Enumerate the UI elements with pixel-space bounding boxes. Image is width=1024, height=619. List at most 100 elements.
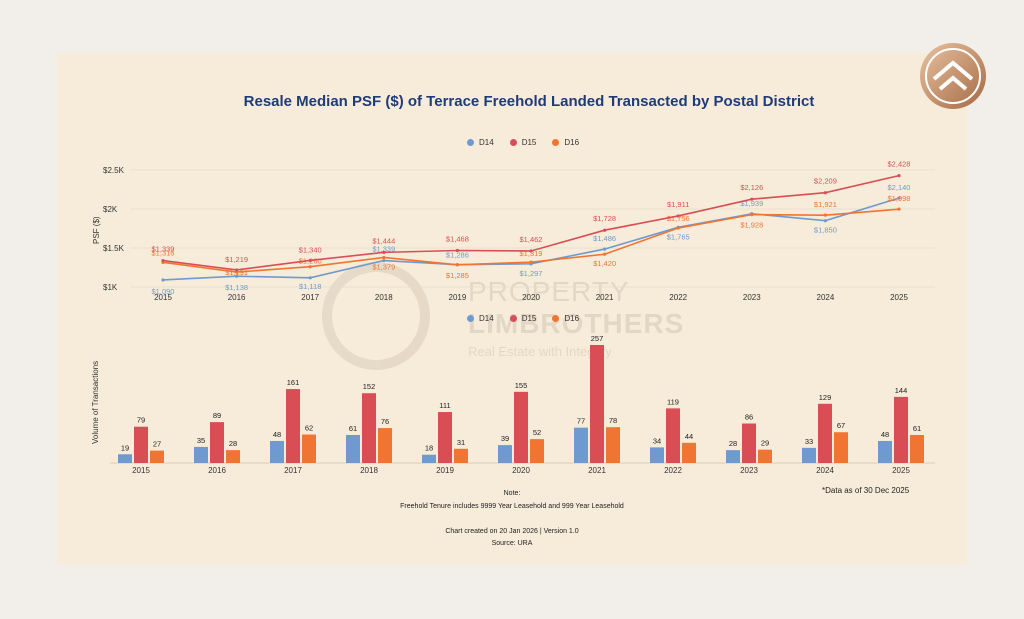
bar-d15 — [742, 423, 756, 463]
bar-data-label: 76 — [381, 417, 389, 426]
line-point — [823, 191, 828, 195]
line-x-tick-label: 2020 — [522, 293, 540, 302]
line-x-tick-label: 2021 — [596, 293, 614, 302]
bar-d15 — [134, 426, 148, 463]
bar-d16 — [682, 442, 696, 463]
bar-data-label: 28 — [729, 439, 737, 448]
legend-label: D15 — [521, 314, 537, 323]
line-x-tick-label: 2017 — [301, 293, 319, 302]
line-x-tick-label: 2015 — [154, 293, 172, 302]
legend-label: D15 — [521, 138, 537, 147]
legend-item-d14: D14 — [467, 138, 494, 147]
line-point — [823, 219, 828, 223]
bar-data-label: 61 — [913, 424, 921, 433]
line-data-label: $1,911 — [667, 200, 689, 209]
legend-item-d16: D16 — [552, 314, 579, 323]
line-point — [750, 213, 754, 217]
line-point — [897, 174, 901, 178]
line-data-label: $1,468 — [446, 234, 469, 243]
watermark: PROPERTY LIMBROTHERS Real Estate with In… — [322, 262, 722, 372]
bar-d14 — [422, 454, 436, 463]
bar-d16 — [758, 449, 772, 463]
bar-d15 — [514, 391, 528, 463]
line-x-tick-label: 2018 — [375, 293, 393, 302]
bar-d14 — [802, 447, 816, 463]
bar-data-label: 89 — [213, 411, 221, 420]
legend-swatch — [467, 139, 474, 146]
line-data-label: $1,379 — [372, 262, 395, 271]
line-data-label: $1,118 — [299, 282, 321, 291]
legend-swatch — [509, 315, 517, 322]
bar-d14 — [118, 454, 132, 463]
bar-d14 — [878, 440, 892, 463]
bar-data-label: 144 — [895, 386, 908, 395]
brand-logo-icon — [920, 43, 986, 109]
line-x-tick-label: 2024 — [817, 293, 835, 302]
legend-swatch — [552, 315, 560, 322]
legend-item-d16: D16 — [552, 138, 579, 147]
line-data-label: $2,428 — [888, 160, 911, 169]
bar-data-label: 44 — [685, 432, 693, 441]
line-x-tick-label: 2025 — [890, 293, 908, 302]
bar-data-label: 155 — [515, 381, 528, 390]
line-point — [161, 278, 165, 282]
chart-title: Resale Median PSF ($) of Terrace Freehol… — [243, 93, 815, 110]
bar-data-label: 48 — [881, 430, 889, 439]
bar-d15 — [818, 403, 832, 463]
bar-x-tick-label: 2021 — [588, 466, 606, 475]
source-note: Source: URA — [491, 540, 533, 547]
line-point — [308, 258, 312, 263]
line-point — [676, 226, 680, 230]
bar-data-label: 33 — [805, 437, 813, 446]
bar-data-label: 77 — [577, 417, 585, 426]
bar-d16 — [150, 450, 164, 463]
legend-label: D14 — [479, 314, 494, 323]
bar-d14 — [726, 450, 740, 463]
line-point — [529, 249, 533, 253]
line-y-tick-label: $1K — [103, 283, 118, 292]
bar-x-tick-label: 2015 — [132, 466, 150, 475]
line-point — [823, 213, 828, 217]
bar-data-label: 52 — [533, 428, 541, 437]
bar-d16 — [606, 427, 620, 463]
line-point — [308, 276, 312, 280]
line-point — [603, 228, 607, 232]
legend-label: D16 — [564, 138, 580, 147]
bar-d15 — [362, 393, 376, 463]
line-point — [382, 250, 386, 254]
bar-data-label: 62 — [305, 424, 313, 433]
line-data-label: $1,297 — [520, 269, 543, 278]
bar-d16 — [226, 450, 240, 463]
bar-d15 — [286, 389, 300, 463]
line-point — [897, 207, 901, 211]
bar-data-label: 78 — [609, 416, 617, 425]
line-data-label: $1,486 — [593, 234, 616, 243]
bar-d16 — [378, 428, 392, 463]
bar-data-label: 35 — [197, 436, 205, 445]
line-x-tick-label: 2022 — [669, 293, 687, 302]
line-data-label: $1,090 — [152, 287, 175, 296]
line-y-axis-label: PSF ($) — [92, 216, 101, 244]
line-x-tick-label: 2023 — [743, 293, 761, 302]
created-note: Chart created on 20 Jan 2026 | Version 1… — [445, 528, 579, 535]
bar-data-label: 19 — [121, 443, 129, 452]
line-data-label: $1,319 — [520, 249, 543, 258]
line-data-label: $2,140 — [888, 183, 911, 192]
bar-data-label: 257 — [591, 334, 604, 343]
bar-x-tick-label: 2025 — [892, 466, 910, 475]
line-data-label: $1,921 — [814, 200, 837, 209]
bar-x-tick-label: 2022 — [664, 466, 682, 475]
line-data-label: $1,339 — [372, 245, 395, 254]
bar-d16 — [530, 439, 544, 463]
legend-label: D16 — [564, 314, 580, 323]
bar-data-label: 27 — [153, 440, 161, 449]
line-data-label: $1,756 — [667, 214, 690, 223]
legend-swatch — [509, 139, 517, 146]
line-y-tick-label: $2.5K — [103, 166, 125, 175]
bar-d15 — [210, 422, 224, 463]
line-data-label: $1,286 — [446, 251, 469, 260]
bar-d16 — [834, 432, 848, 463]
line-point — [603, 252, 607, 256]
legend-label: D14 — [479, 138, 494, 147]
